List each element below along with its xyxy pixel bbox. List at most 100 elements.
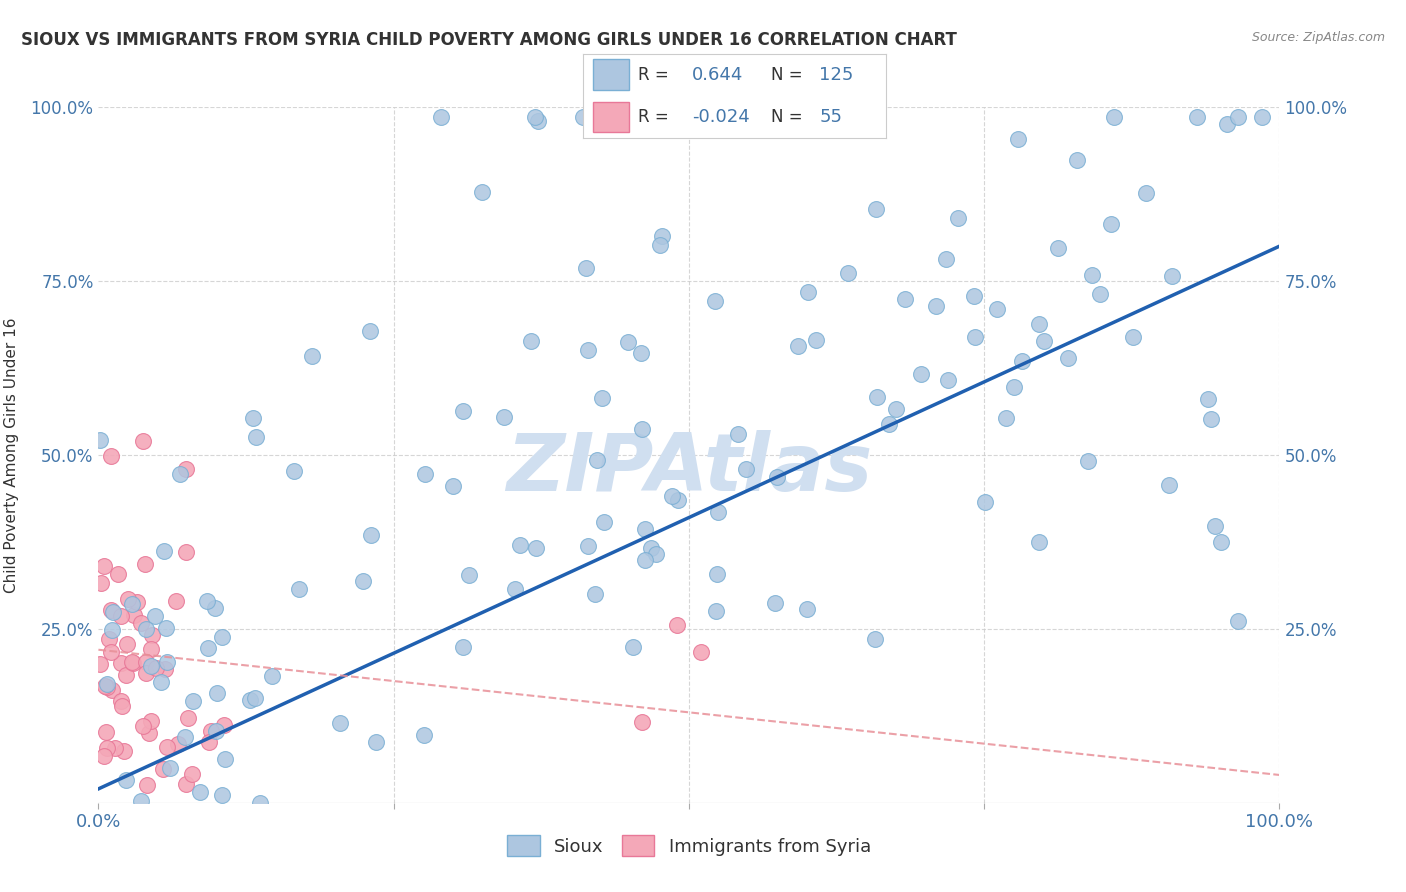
Point — [471, 186, 494, 200]
Point — [138, 726, 160, 740]
Point — [122, 656, 145, 670]
Point — [205, 686, 228, 700]
Point — [129, 794, 152, 808]
Text: ZIPAtlas: ZIPAtlas — [506, 430, 872, 508]
Point — [143, 609, 166, 624]
Point — [124, 608, 146, 623]
Point — [1032, 334, 1054, 349]
Text: N =: N = — [770, 108, 808, 126]
Point — [181, 694, 204, 708]
Point — [1077, 454, 1099, 468]
Point — [110, 694, 132, 708]
Point — [630, 346, 652, 360]
Point — [211, 788, 233, 802]
Point — [239, 693, 262, 707]
Point — [894, 292, 917, 306]
Point — [132, 719, 155, 733]
Point — [180, 767, 202, 781]
Point — [197, 593, 219, 607]
Point — [509, 538, 531, 552]
Point — [100, 450, 122, 464]
Point — [141, 628, 163, 642]
Point — [1227, 111, 1250, 125]
Point — [156, 655, 179, 669]
Text: 55: 55 — [820, 108, 842, 126]
Point — [135, 656, 157, 670]
Text: N =: N = — [770, 66, 808, 84]
Point — [152, 763, 174, 777]
Point — [177, 711, 200, 725]
Point — [125, 595, 148, 609]
Point — [963, 289, 986, 303]
Point — [1066, 153, 1088, 167]
Text: SIOUX VS IMMIGRANTS FROM SYRIA CHILD POVERTY AMONG GIRLS UNDER 16 CORRELATION CH: SIOUX VS IMMIGRANTS FROM SYRIA CHILD POV… — [21, 31, 957, 49]
Point — [578, 343, 600, 357]
Text: 125: 125 — [820, 66, 853, 84]
Point — [1209, 534, 1232, 549]
Point — [174, 462, 197, 476]
Point — [524, 111, 547, 125]
Point — [1002, 380, 1025, 394]
Point — [527, 114, 550, 128]
Point — [115, 668, 138, 682]
Point — [155, 661, 177, 675]
Point — [441, 479, 464, 493]
Point — [198, 735, 221, 749]
Point — [413, 467, 436, 482]
Point — [100, 645, 122, 659]
Point — [1199, 412, 1222, 426]
Point — [132, 434, 155, 448]
Point — [621, 640, 644, 654]
Point — [863, 632, 886, 646]
Point — [934, 252, 956, 266]
Point — [115, 637, 138, 651]
Point — [706, 505, 728, 519]
Point — [796, 602, 818, 616]
Point — [93, 748, 115, 763]
Point — [200, 723, 222, 738]
Point — [134, 557, 156, 571]
Point — [430, 111, 453, 125]
Point — [1028, 317, 1050, 331]
Point — [413, 728, 436, 742]
Point — [884, 401, 907, 416]
Point — [591, 391, 613, 405]
Point — [877, 417, 900, 431]
Point — [197, 641, 219, 656]
Text: Source: ZipAtlas.com: Source: ZipAtlas.com — [1251, 31, 1385, 45]
Point — [110, 609, 132, 624]
Point — [666, 493, 689, 508]
Point — [766, 469, 789, 483]
Point — [112, 743, 135, 757]
Point — [806, 333, 828, 347]
Point — [948, 211, 970, 225]
Point — [936, 372, 959, 386]
Point — [359, 324, 381, 338]
Point — [995, 411, 1018, 425]
Point — [1102, 111, 1125, 125]
Point — [96, 741, 118, 756]
Point — [1090, 287, 1112, 301]
Point — [212, 718, 235, 732]
Point — [505, 582, 527, 596]
Point — [1227, 615, 1250, 629]
Point — [121, 656, 143, 670]
Point — [96, 677, 118, 691]
Point — [1204, 519, 1226, 533]
Point — [1197, 392, 1219, 407]
Point — [634, 552, 657, 566]
Point — [366, 735, 388, 749]
Point — [135, 665, 157, 680]
Point — [963, 330, 986, 344]
Point — [174, 776, 197, 790]
Text: -0.024: -0.024 — [692, 108, 749, 126]
Point — [727, 427, 749, 442]
Point — [787, 339, 810, 353]
Point — [262, 669, 284, 683]
FancyBboxPatch shape — [592, 102, 628, 132]
Point — [451, 404, 474, 418]
Point — [1099, 217, 1122, 231]
Point — [96, 724, 118, 739]
Point — [245, 430, 267, 444]
Point — [93, 679, 115, 693]
